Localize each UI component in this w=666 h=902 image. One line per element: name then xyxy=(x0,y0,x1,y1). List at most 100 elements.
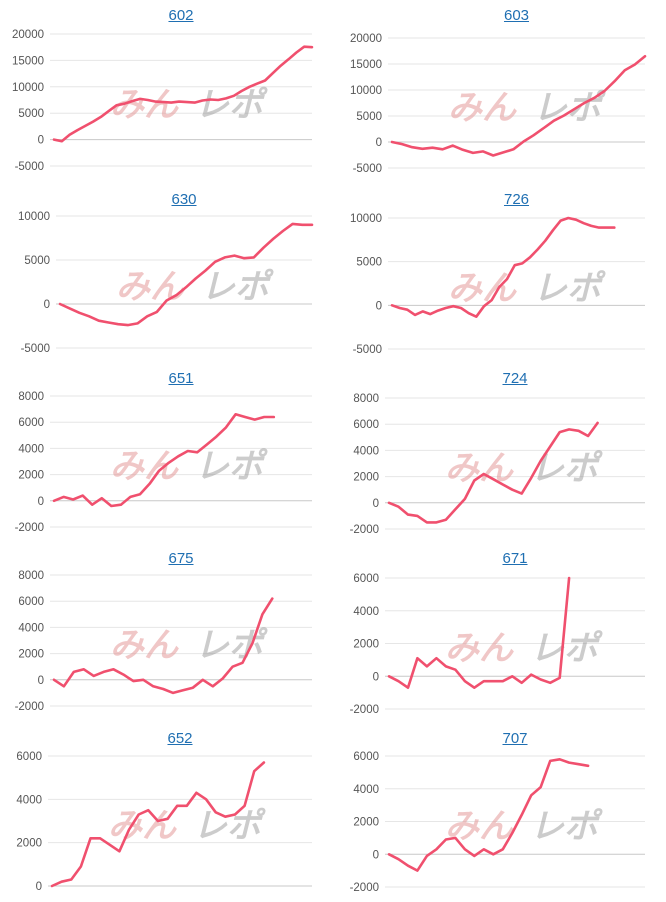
chart-title-link[interactable]: 603 xyxy=(503,7,530,24)
y-tick-label: 5000 xyxy=(356,111,382,123)
y-tick-label: 5000 xyxy=(18,108,44,120)
y-tick-label: 20000 xyxy=(350,33,382,45)
watermark-right: レポ xyxy=(193,807,266,845)
y-tick-label: -2000 xyxy=(15,522,44,534)
y-tick-label: 4000 xyxy=(353,606,379,618)
y-tick-label: 0 xyxy=(44,299,50,311)
watermark-right: レポ xyxy=(530,450,603,488)
chart-svg-724: 8000 6000 4000 2000 0 -2000 みん レポ xyxy=(350,393,645,536)
y-tick-label: 6000 xyxy=(353,751,379,763)
y-tick-label: 0 xyxy=(376,300,382,312)
chart-svg-651: 8000 6000 4000 2000 0 -2000 みん レポ xyxy=(15,391,312,534)
y-tick-label: 0 xyxy=(38,135,44,147)
y-tick-label: 6000 xyxy=(353,573,379,585)
y-tick-label: 15000 xyxy=(350,59,382,71)
chart-title-link[interactable]: 651 xyxy=(168,370,194,387)
series-line-603 xyxy=(390,54,647,157)
series-line-602 xyxy=(52,45,314,143)
y-tick-label: 10000 xyxy=(12,82,44,94)
chart-panel-675: 8000 6000 4000 2000 0 -2000 みん レポ 675 xyxy=(0,542,333,722)
y-tick-label: 4000 xyxy=(18,443,44,455)
y-tick-label: -5000 xyxy=(21,343,50,355)
watermark-right: レポ xyxy=(533,89,606,127)
chart-panel-707: 6000 4000 2000 0 -2000 みん レポ 707 xyxy=(333,722,666,902)
y-tick-label: -2000 xyxy=(350,882,379,894)
chart-title-link[interactable]: 724 xyxy=(502,370,528,387)
watermark-right: レポ xyxy=(195,86,268,124)
y-tick-label: 0 xyxy=(38,675,44,687)
watermark-left: みん xyxy=(445,450,514,488)
chart-panel-603: 20000 15000 10000 5000 0 -5000 みん レポ 603 xyxy=(333,0,666,180)
chart-title-link[interactable]: 652 xyxy=(167,730,193,747)
y-tick-label: 4000 xyxy=(18,622,44,634)
chart-panel-602: 20000 15000 10000 5000 0 -5000 みん レポ 602 xyxy=(0,0,333,180)
chart-svg-630: 10000 5000 0 -5000 みん レポ xyxy=(18,211,314,355)
y-tick-label: -5000 xyxy=(15,161,44,173)
y-tick-label: 2000 xyxy=(18,470,44,482)
y-tick-label: 8000 xyxy=(18,570,44,582)
y-tick-label: 6000 xyxy=(16,751,42,763)
watermark-right: レポ xyxy=(533,270,606,308)
chart-svg-726: 10000 5000 0 -5000 みん レポ xyxy=(350,213,645,356)
y-tick-label: 15000 xyxy=(12,55,44,67)
chart-title-link[interactable]: 630 xyxy=(171,191,197,208)
chart-svg-603: 20000 15000 10000 5000 0 -5000 みん レポ xyxy=(350,33,647,175)
watermark-left: みん xyxy=(445,630,514,668)
y-tick-label: 10000 xyxy=(18,211,50,223)
y-tick-label: 4000 xyxy=(353,445,379,457)
y-tick-label: 4000 xyxy=(353,784,379,796)
chart-title-link[interactable]: 675 xyxy=(168,550,194,567)
y-tick-label: 2000 xyxy=(353,817,379,829)
series-line-675 xyxy=(52,597,274,695)
chart-title-link[interactable]: 726 xyxy=(503,191,530,208)
y-tick-label: 10000 xyxy=(350,85,382,97)
series-line-651 xyxy=(52,412,276,508)
y-tick-label: 0 xyxy=(376,137,382,149)
y-tick-label: -5000 xyxy=(353,163,382,175)
chart-panel-652: 6000 4000 2000 0 みん レポ 652 xyxy=(0,722,333,902)
watermark-left: みん xyxy=(110,627,179,665)
y-tick-label: 2000 xyxy=(353,472,379,484)
chart-title-link[interactable]: 602 xyxy=(168,7,194,24)
watermark-right: レポ xyxy=(530,808,603,846)
y-tick-label: 8000 xyxy=(18,391,44,403)
y-tick-label: 2000 xyxy=(18,649,44,661)
y-tick-label: 0 xyxy=(36,881,42,893)
series-line-652 xyxy=(50,761,266,888)
y-tick-label: -5000 xyxy=(353,344,382,356)
y-tick-label: 8000 xyxy=(353,393,379,405)
y-tick-label: 6000 xyxy=(353,419,379,431)
watermark-left: みん xyxy=(448,270,517,308)
y-tick-label: 10000 xyxy=(350,213,382,225)
watermark-left: みん xyxy=(110,448,179,486)
watermark-left: みん xyxy=(116,268,185,306)
y-tick-label: 2000 xyxy=(353,639,379,651)
y-tick-label: 5000 xyxy=(356,257,382,269)
y-tick-label: 0 xyxy=(373,671,379,683)
y-tick-label: 0 xyxy=(373,849,379,861)
y-tick-label: -2000 xyxy=(350,704,379,716)
series-line-724 xyxy=(387,421,599,524)
y-tick-label: 0 xyxy=(373,498,379,510)
series-line-671 xyxy=(387,576,571,689)
y-tick-label: 6000 xyxy=(18,596,44,608)
y-tick-label: 2000 xyxy=(16,838,42,850)
chart-panel-724: 8000 6000 4000 2000 0 -2000 みん レポ 724 xyxy=(333,362,666,542)
watermark-left: みん xyxy=(448,89,517,127)
chart-title-link[interactable]: 671 xyxy=(502,550,528,567)
y-tick-label: 20000 xyxy=(12,29,44,41)
y-tick-label: 0 xyxy=(38,496,44,508)
series-line-707 xyxy=(387,757,590,872)
series-line-630 xyxy=(58,222,314,327)
watermark-right: レポ xyxy=(201,268,274,306)
series-line-726 xyxy=(390,216,616,318)
chart-panel-726: 10000 5000 0 -5000 みん レポ 726 xyxy=(333,183,666,363)
y-tick-label: -2000 xyxy=(15,701,44,713)
y-tick-label: 4000 xyxy=(16,794,42,806)
chart-title-link[interactable]: 707 xyxy=(502,730,528,747)
y-tick-label: -2000 xyxy=(350,524,379,536)
